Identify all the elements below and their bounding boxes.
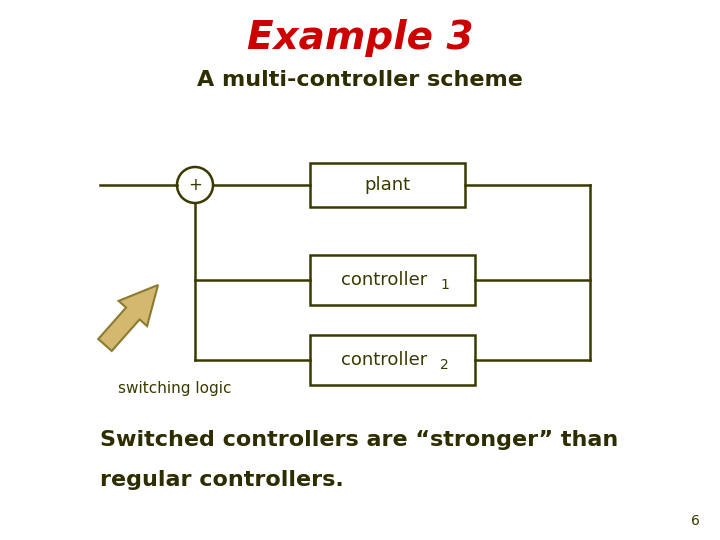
Text: Example 3: Example 3 xyxy=(247,19,473,57)
Text: controller: controller xyxy=(341,271,428,289)
Text: +: + xyxy=(188,176,202,194)
Text: A multi-controller scheme: A multi-controller scheme xyxy=(197,70,523,90)
Text: controller: controller xyxy=(341,351,428,369)
Text: switching logic: switching logic xyxy=(118,381,232,395)
Bar xyxy=(310,335,475,385)
Text: 2: 2 xyxy=(440,358,449,372)
Text: 1: 1 xyxy=(440,278,449,292)
Bar xyxy=(310,163,465,207)
Text: plant: plant xyxy=(364,176,410,194)
Text: regular controllers.: regular controllers. xyxy=(100,470,343,490)
Bar xyxy=(310,255,475,305)
Text: Switched controllers are “stronger” than: Switched controllers are “stronger” than xyxy=(100,430,618,450)
Text: 6: 6 xyxy=(691,514,700,528)
Polygon shape xyxy=(98,285,158,351)
